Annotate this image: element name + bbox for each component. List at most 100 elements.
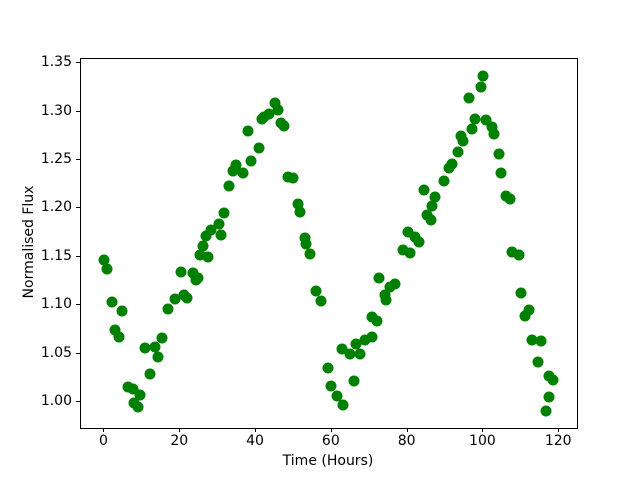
data-point xyxy=(466,123,478,135)
y-tick-mark xyxy=(76,207,80,209)
data-point xyxy=(337,399,349,411)
data-point xyxy=(469,113,481,125)
data-point xyxy=(486,121,498,133)
data-point xyxy=(162,303,174,315)
x-tick-label: 100 xyxy=(469,433,496,449)
data-point xyxy=(380,294,392,306)
data-point xyxy=(230,159,242,171)
data-point xyxy=(446,158,458,170)
data-point xyxy=(513,249,525,261)
data-point xyxy=(366,331,378,343)
plot-area xyxy=(80,58,578,429)
y-tick-mark xyxy=(76,304,80,306)
data-point xyxy=(192,272,204,284)
data-point xyxy=(132,401,144,413)
data-point xyxy=(540,405,552,417)
data-point xyxy=(413,236,425,248)
data-point xyxy=(493,148,505,160)
data-point xyxy=(272,104,284,116)
data-point xyxy=(519,310,531,322)
data-point xyxy=(366,311,378,323)
data-point xyxy=(181,292,193,304)
y-axis-label: Normalised Flux xyxy=(21,185,37,299)
data-point xyxy=(371,315,383,327)
data-point xyxy=(152,351,164,363)
data-point xyxy=(200,230,212,242)
data-point xyxy=(463,92,475,104)
y-tick-label: 1.20 xyxy=(40,199,72,216)
data-point xyxy=(109,324,121,336)
y-tick-mark xyxy=(76,62,80,64)
data-point xyxy=(202,251,214,263)
data-point xyxy=(354,348,366,360)
y-tick-mark xyxy=(76,159,80,161)
data-point xyxy=(397,244,409,256)
data-point xyxy=(480,114,492,126)
data-point xyxy=(227,165,239,177)
data-point xyxy=(331,390,343,402)
data-point xyxy=(425,214,437,226)
data-point xyxy=(213,218,225,230)
x-axis-label: Time (Hours) xyxy=(282,453,374,469)
data-point xyxy=(245,155,257,167)
data-point xyxy=(139,342,151,354)
y-tick-label: 1.00 xyxy=(40,392,72,409)
data-point xyxy=(404,247,416,259)
data-point xyxy=(515,287,527,299)
data-point xyxy=(504,193,516,205)
x-tick-mark xyxy=(255,428,257,432)
y-tick-mark xyxy=(76,352,80,354)
data-point xyxy=(156,332,168,344)
data-point xyxy=(197,240,209,252)
data-point xyxy=(543,391,555,403)
y-tick-label: 1.35 xyxy=(40,54,72,71)
data-point xyxy=(194,249,206,261)
data-point xyxy=(526,334,538,346)
data-point xyxy=(344,348,356,360)
data-point xyxy=(359,334,371,346)
data-point xyxy=(116,305,128,317)
y-tick-mark xyxy=(76,110,80,112)
data-point xyxy=(223,180,235,192)
data-point xyxy=(389,278,401,290)
data-point xyxy=(457,135,469,147)
y-tick-mark xyxy=(76,255,80,257)
data-point xyxy=(315,295,327,307)
data-point xyxy=(144,368,156,380)
data-point xyxy=(304,248,316,260)
data-point xyxy=(532,356,544,368)
data-point xyxy=(106,296,118,308)
data-point xyxy=(429,191,441,203)
data-point xyxy=(418,184,430,196)
data-point xyxy=(322,362,334,374)
data-point xyxy=(299,232,311,244)
x-tick-label: 120 xyxy=(544,433,572,449)
x-tick-label: 0 xyxy=(99,433,108,449)
x-tick-label: 60 xyxy=(321,433,340,449)
data-point xyxy=(547,374,559,386)
data-point xyxy=(263,108,275,120)
data-point xyxy=(438,175,450,187)
data-point xyxy=(336,343,348,355)
data-point xyxy=(495,167,507,179)
y-tick-mark xyxy=(76,400,80,402)
data-point xyxy=(350,338,362,350)
data-point xyxy=(278,120,290,132)
y-tick-label: 1.15 xyxy=(40,247,72,264)
x-tick-mark xyxy=(482,428,484,432)
data-point xyxy=(300,238,312,250)
data-point xyxy=(292,198,304,210)
data-point xyxy=(215,229,227,241)
data-point xyxy=(218,207,230,219)
x-tick-label: 40 xyxy=(246,433,264,449)
data-point xyxy=(475,81,487,93)
data-point xyxy=(205,224,217,236)
data-point xyxy=(242,125,254,137)
x-tick-label: 80 xyxy=(397,433,416,449)
data-point xyxy=(269,97,281,109)
data-point xyxy=(175,266,187,278)
data-point xyxy=(535,335,547,347)
data-point xyxy=(523,304,535,316)
data-point xyxy=(113,331,125,343)
x-tick-mark xyxy=(558,428,560,432)
